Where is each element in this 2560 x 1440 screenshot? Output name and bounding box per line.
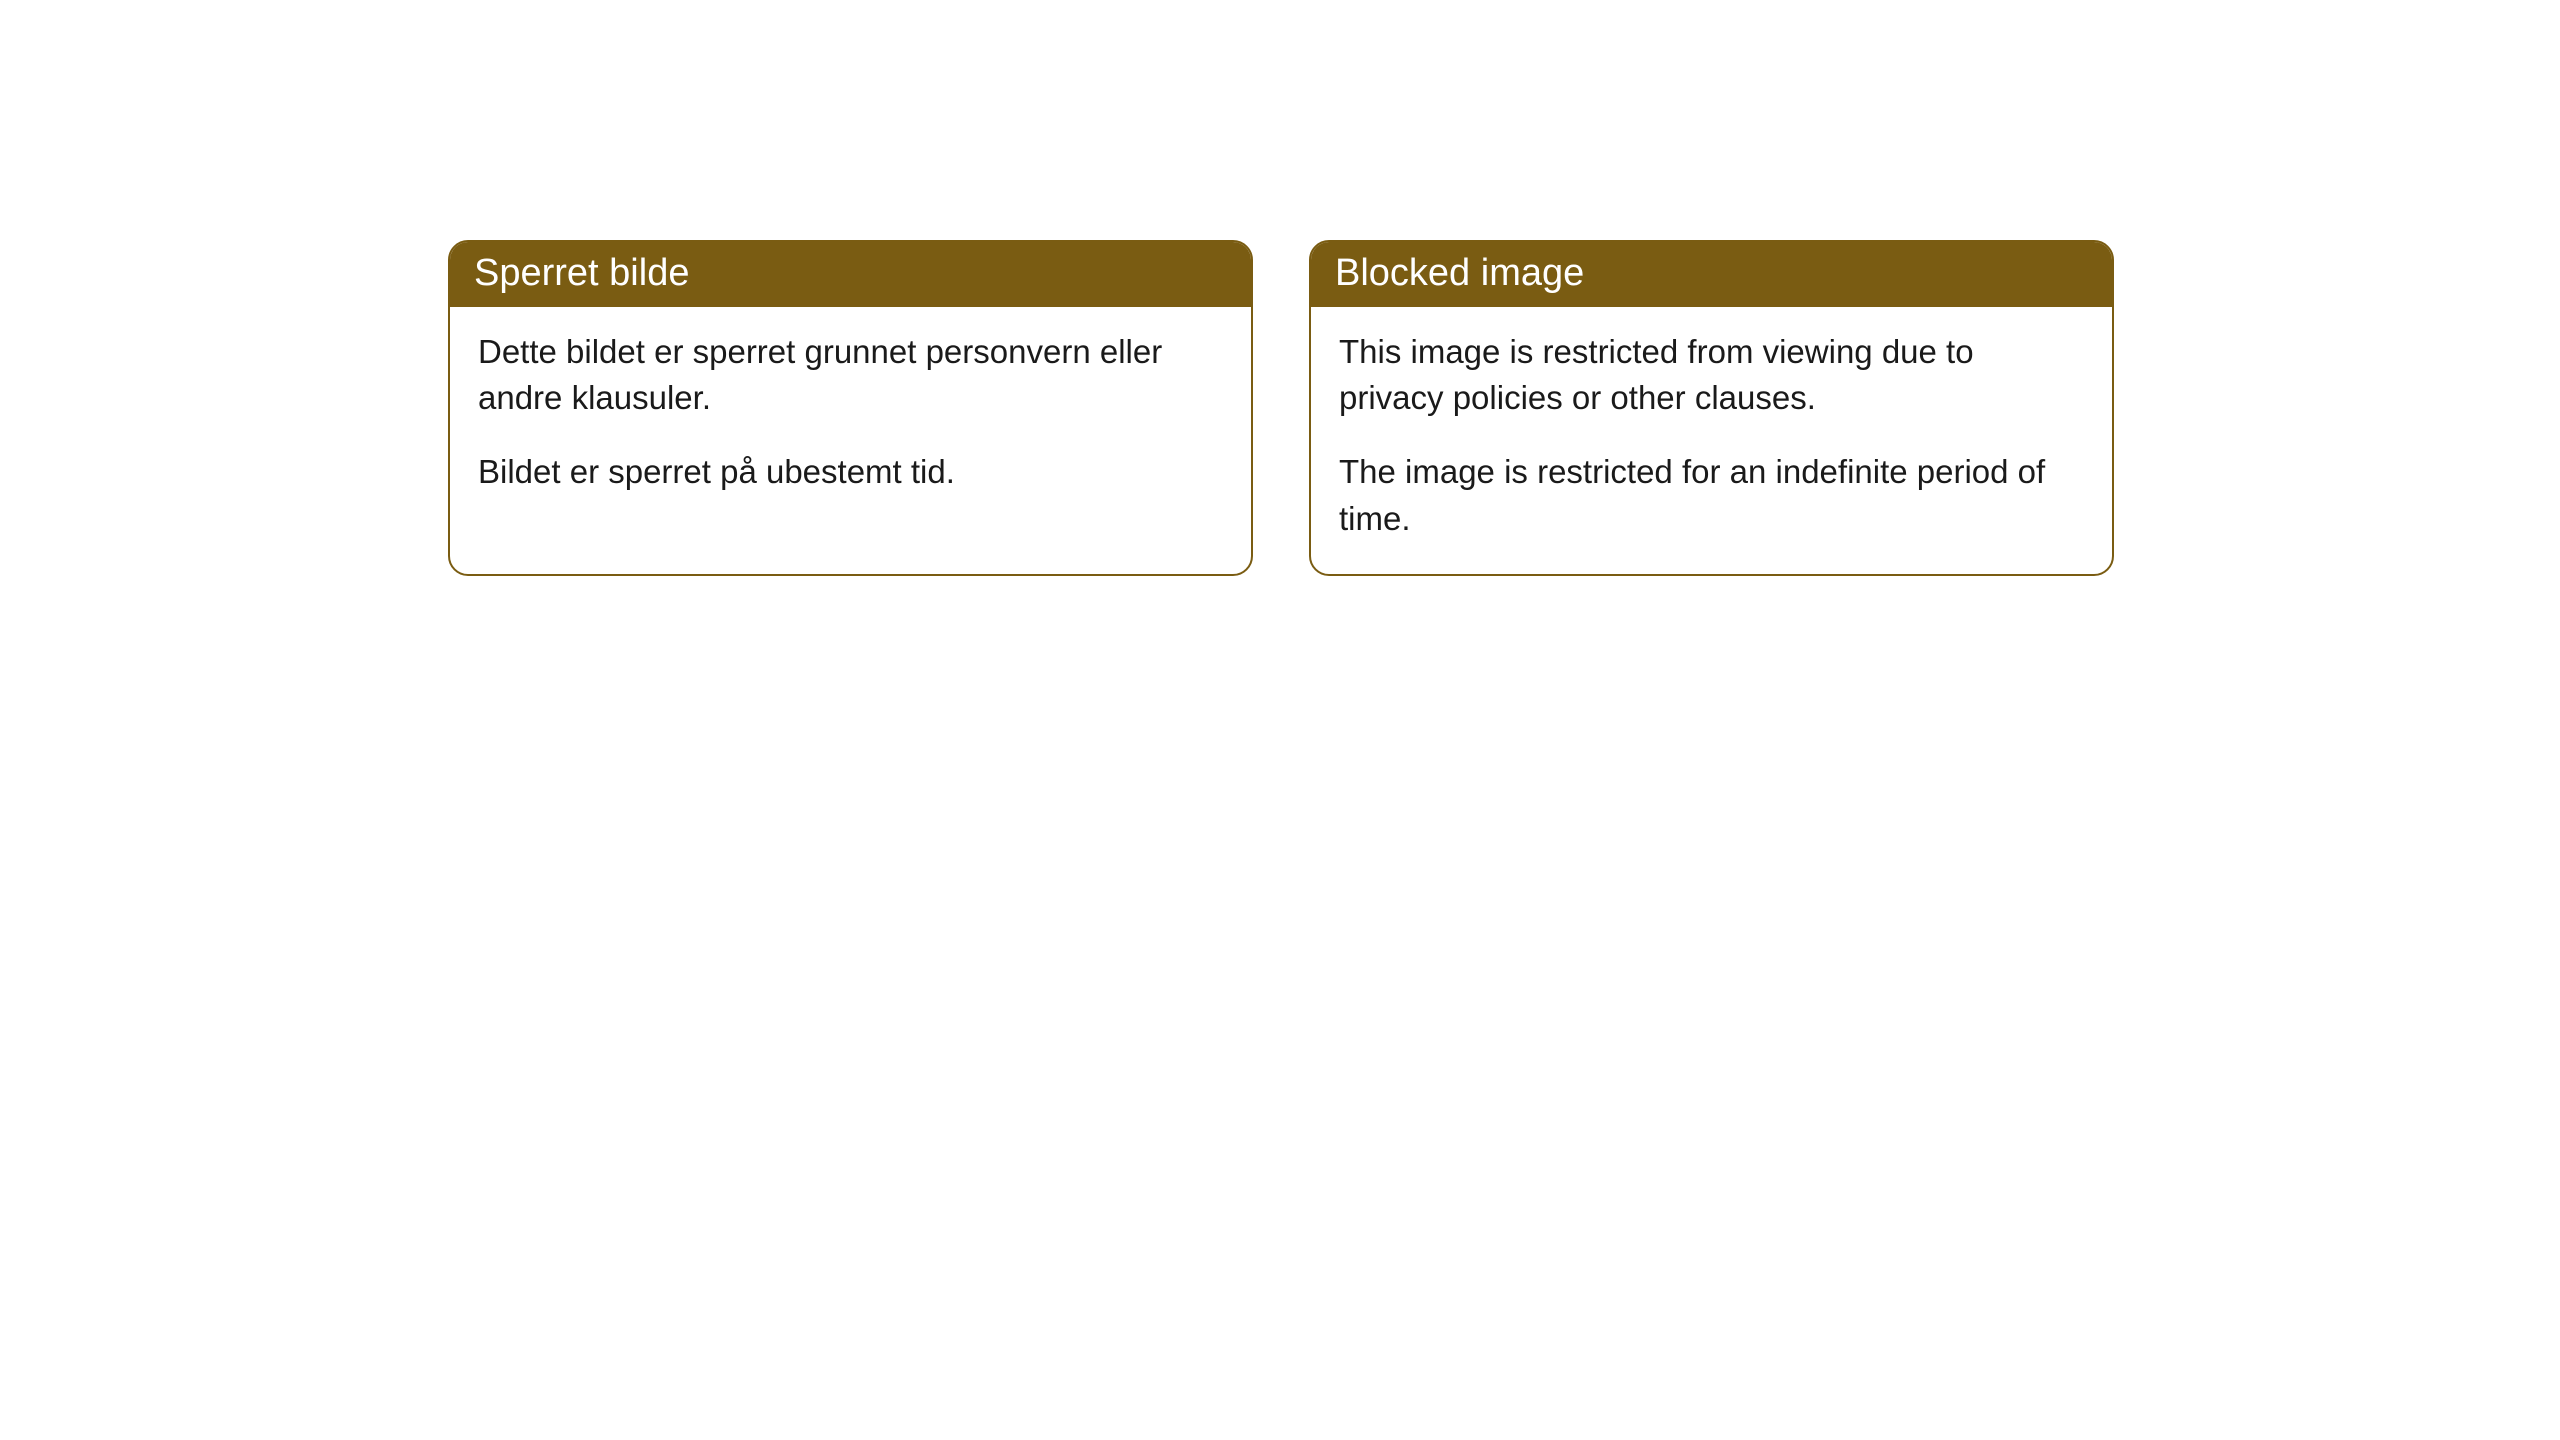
blocked-image-card-english: Blocked image This image is restricted f… <box>1309 240 2114 576</box>
card-paragraph: Dette bildet er sperret grunnet personve… <box>478 329 1223 421</box>
card-header: Sperret bilde <box>450 242 1251 307</box>
card-title: Blocked image <box>1335 252 1584 294</box>
notice-cards-container: Sperret bilde Dette bildet er sperret gr… <box>0 0 2560 576</box>
card-body: Dette bildet er sperret grunnet personve… <box>450 307 1251 528</box>
card-paragraph: This image is restricted from viewing du… <box>1339 329 2084 421</box>
card-paragraph: The image is restricted for an indefinit… <box>1339 449 2084 541</box>
card-paragraph: Bildet er sperret på ubestemt tid. <box>478 449 1223 495</box>
card-header: Blocked image <box>1311 242 2112 307</box>
blocked-image-card-norwegian: Sperret bilde Dette bildet er sperret gr… <box>448 240 1253 576</box>
card-title: Sperret bilde <box>474 252 689 294</box>
card-body: This image is restricted from viewing du… <box>1311 307 2112 574</box>
